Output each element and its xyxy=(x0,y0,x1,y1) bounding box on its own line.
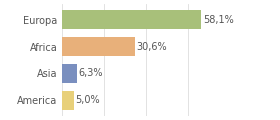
Text: 58,1%: 58,1% xyxy=(203,15,234,25)
Text: 5,0%: 5,0% xyxy=(75,95,100,105)
Bar xyxy=(62,10,201,29)
Bar xyxy=(62,37,135,56)
Bar xyxy=(62,64,77,83)
Text: 30,6%: 30,6% xyxy=(137,42,167,52)
Text: 6,3%: 6,3% xyxy=(78,68,103,78)
Bar xyxy=(62,91,74,110)
